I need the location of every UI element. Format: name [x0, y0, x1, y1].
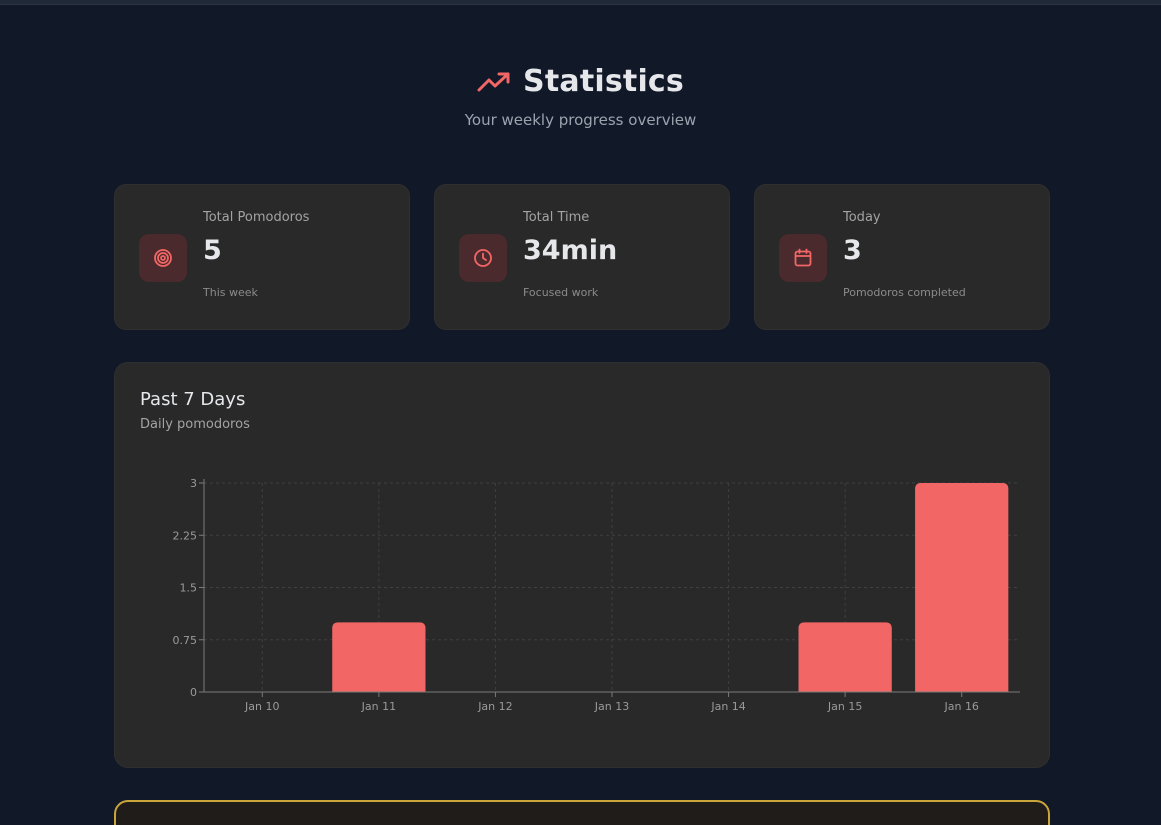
- target-icon: [139, 234, 187, 282]
- y-tick-label: 3: [190, 477, 197, 490]
- x-tick-label: Jan 12: [477, 700, 512, 713]
- x-tick-label: Jan 15: [827, 700, 862, 713]
- x-tick-label: Jan 11: [361, 700, 396, 713]
- bar-jan-16: [915, 483, 1009, 692]
- window-top-edge: [0, 0, 1161, 5]
- chart-panel: Past 7 Days Daily pomodoros 0 0.75 1.5 2.25…: [114, 362, 1050, 768]
- stat-value: 3: [843, 235, 862, 266]
- stat-value: 5: [203, 235, 222, 266]
- y-tick-label: 0: [190, 686, 197, 699]
- notice-panel: [114, 800, 1050, 825]
- chart-subtitle: Daily pomodoros: [140, 417, 250, 432]
- page-subtitle: Your weekly progress overview: [464, 111, 697, 129]
- stat-caption: This week: [203, 286, 258, 299]
- stat-card-total-time: Total Time 34min Focused work: [434, 184, 730, 330]
- clock-icon: [459, 234, 507, 282]
- bar-chart: 0 0.75 1.5 2.25 3 Jan 10 Jan 11 Jan 12 Jan 13 Jan…: [173, 477, 1020, 713]
- stat-value: 34min: [523, 235, 618, 266]
- x-tick-label: Jan 16: [943, 700, 978, 713]
- stat-card-total-pomodoros: Total Pomodoros 5 This week: [114, 184, 410, 330]
- stat-caption: Focused work: [523, 286, 599, 299]
- calendar-icon: [779, 234, 827, 282]
- page-title: Statistics: [523, 64, 684, 99]
- y-tick-label: 1.5: [180, 582, 198, 595]
- bar-jan-11: [332, 622, 426, 692]
- stats-cards: Total Pomodoros 5 This week Total Time 3…: [114, 184, 1050, 330]
- y-tick-label: 0.75: [173, 634, 198, 647]
- stat-caption: Pomodoros completed: [843, 286, 966, 299]
- stat-label: Total Time: [523, 210, 590, 225]
- bar-jan-15: [798, 622, 892, 692]
- stat-card-today: Today 3 Pomodoros completed: [754, 184, 1050, 330]
- x-tick-label: Jan 13: [594, 700, 629, 713]
- stat-label: Today: [843, 210, 881, 225]
- x-tick-label: Jan 10: [244, 700, 279, 713]
- stat-label: Total Pomodoros: [203, 210, 310, 225]
- trending-up-icon: [477, 70, 511, 94]
- x-tick-label: Jan 14: [710, 700, 745, 713]
- title-row: Statistics: [477, 64, 684, 99]
- chart-title: Past 7 Days: [140, 389, 246, 410]
- page-header: Statistics Your weekly progress overview: [0, 64, 1161, 129]
- y-tick-label: 2.25: [173, 529, 198, 542]
